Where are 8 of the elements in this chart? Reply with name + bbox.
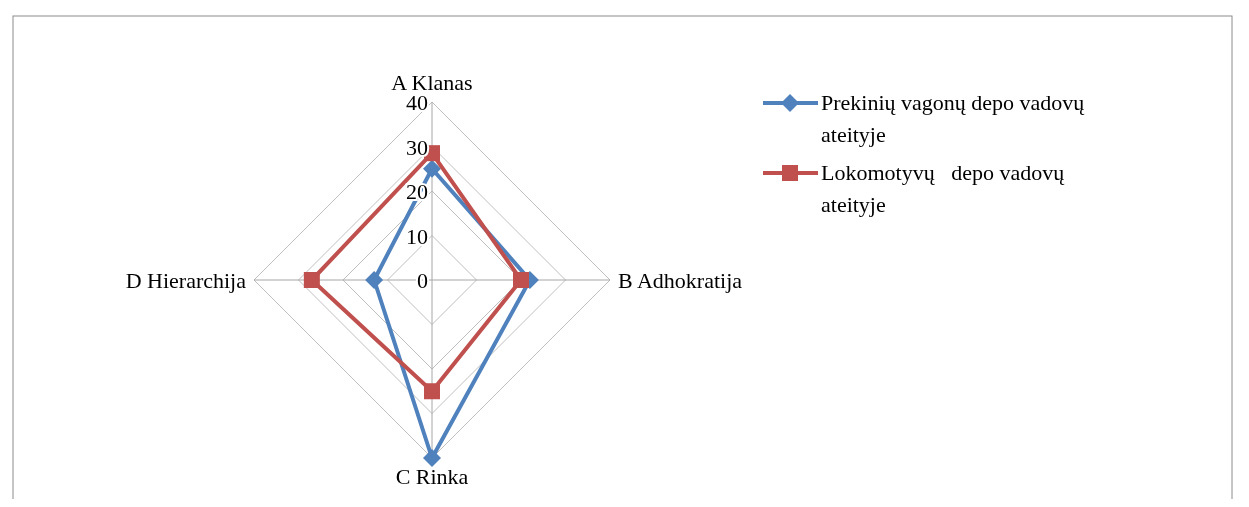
y-tick-label: 0 [417, 268, 428, 293]
spoke-label: B Adhokratija [618, 268, 743, 293]
legend-label: Lokomotyvų depo vadovų ateityje [821, 160, 1066, 217]
y-tick-label: 10 [406, 223, 428, 249]
spoke-label: D Hierarchija [125, 268, 247, 293]
y-tick-label: 30 [406, 134, 428, 160]
spoke-label: C Rinka [395, 464, 469, 489]
legend-label: Prekinių vagonų depo vadovų ateityje [821, 90, 1086, 147]
